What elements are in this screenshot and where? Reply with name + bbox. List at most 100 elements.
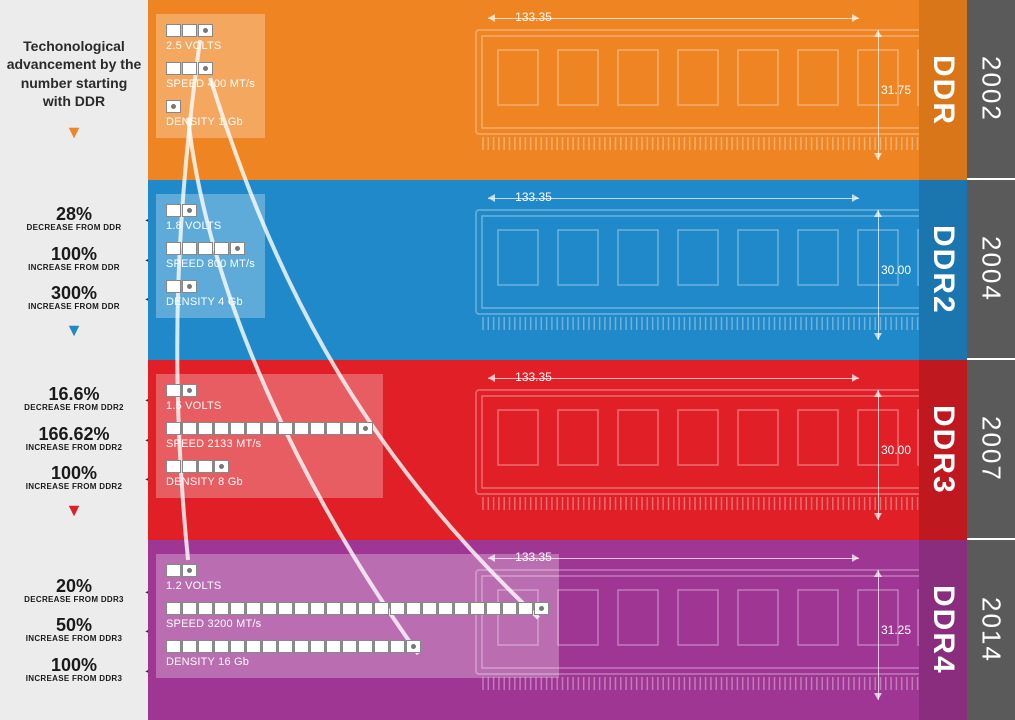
dim-height: 31.75	[881, 83, 911, 97]
dim-height: 30.00	[881, 263, 911, 277]
dim-line-height	[878, 30, 879, 160]
spec-box	[198, 460, 213, 473]
spec-box	[182, 280, 197, 293]
spec-box	[166, 100, 181, 113]
spec-text: SPEED 800 MT/s	[166, 258, 255, 270]
spec-box	[406, 640, 421, 653]
spec-box	[214, 602, 229, 615]
stat-pct: 28%	[6, 205, 142, 223]
spec-box	[166, 204, 181, 217]
spec-box	[182, 422, 197, 435]
spec-text: SPEED 400 MT/s	[166, 78, 255, 90]
spec-box	[182, 602, 197, 615]
dim-width: 133.35	[515, 370, 552, 384]
spec-box	[278, 422, 293, 435]
stat: 28% DECREASE FROM DDR ◀	[6, 205, 142, 233]
spec-text: SPEED 2133 MT/s	[166, 438, 373, 450]
spec-boxes	[166, 564, 549, 577]
spec-box	[374, 640, 389, 653]
spec-box	[182, 204, 197, 217]
stat-pct: 300%	[6, 284, 142, 302]
spec-box	[198, 422, 213, 435]
spec-box	[182, 242, 197, 255]
spec-box	[278, 602, 293, 615]
spec-box	[374, 602, 389, 615]
spec-box	[310, 422, 325, 435]
stat-pct: 20%	[6, 577, 142, 595]
spec-box	[406, 602, 421, 615]
spec-box	[326, 602, 341, 615]
stat-label: INCREASE FROM DDR3	[6, 634, 142, 644]
spec-box	[422, 602, 437, 615]
stat: 50% INCREASE FROM DDR3 ◀	[6, 616, 142, 644]
spec-text: DENSITY 1 Gb	[166, 116, 255, 128]
spec-box	[342, 422, 357, 435]
spec-box	[358, 602, 373, 615]
gen-row-ddr3: 133.35 30.00 1.5 VOLTS SPEED 2133 MT/s D…	[148, 360, 919, 540]
spec-density: DENSITY 8 Gb	[166, 460, 373, 488]
spec-box	[214, 422, 229, 435]
spec-box	[198, 640, 213, 653]
spec-boxes	[166, 422, 373, 435]
spec-box	[198, 242, 213, 255]
spec-box	[230, 602, 245, 615]
name-column: DDRDDR2DDR3DDR4	[919, 0, 967, 720]
gen-name: DDR	[926, 55, 960, 126]
main-column: 133.35 31.75 2.5 VOLTS SPEED 400 MT/s DE…	[148, 0, 919, 720]
spec-text: DENSITY 16 Gb	[166, 656, 549, 668]
gen-name: DDR3	[926, 405, 960, 495]
ram-outline	[468, 382, 919, 517]
spec-box	[166, 384, 181, 397]
year-cell: 2002	[967, 0, 1015, 180]
stat-label: INCREASE FROM DDR2	[6, 482, 142, 492]
spec-boxes	[166, 460, 373, 473]
year-cell: 2014	[967, 540, 1015, 720]
spec-box	[534, 602, 549, 615]
name-cell: DDR3	[919, 360, 967, 540]
spec-density: DENSITY 4 Gb	[166, 280, 255, 308]
arrow-down-icon: ▼	[65, 500, 83, 521]
spec-box	[166, 422, 181, 435]
spec-box	[166, 460, 181, 473]
spec-box	[518, 602, 533, 615]
spec-box	[182, 384, 197, 397]
gen-year: 2007	[976, 416, 1007, 482]
spec-box	[230, 242, 245, 255]
spec-text: 1.2 VOLTS	[166, 580, 549, 592]
spec-volts: 1.5 VOLTS	[166, 384, 373, 412]
spec-box	[182, 24, 197, 37]
spec-box	[358, 422, 373, 435]
spec-box	[230, 422, 245, 435]
stat: 100% INCREASE FROM DDR ◀	[6, 245, 142, 273]
spec-box	[454, 602, 469, 615]
spec-boxes	[166, 100, 255, 113]
dim-height: 31.25	[881, 623, 911, 637]
spec-box	[390, 602, 405, 615]
spec-box	[182, 564, 197, 577]
ram-outline	[468, 22, 919, 157]
dim-height: 30.00	[881, 443, 911, 457]
gen-year: 2002	[976, 56, 1007, 122]
spec-speed: SPEED 800 MT/s	[166, 242, 255, 270]
spec-box	[310, 602, 325, 615]
stat: 20% DECREASE FROM DDR3 ◀	[6, 577, 142, 605]
spec-box	[214, 242, 229, 255]
spec-box	[182, 640, 197, 653]
gen-name: DDR4	[926, 585, 960, 675]
spec-box	[390, 640, 405, 653]
stat-label: INCREASE FROM DDR	[6, 302, 142, 312]
spec-box	[470, 602, 485, 615]
spec-text: 1.5 VOLTS	[166, 400, 373, 412]
year-cell: 2007	[967, 360, 1015, 540]
left-block-ddr2: 28% DECREASE FROM DDR ◀ 100% INCREASE FR…	[0, 180, 148, 360]
spec-box	[326, 422, 341, 435]
dim-line-height	[878, 210, 879, 340]
stat: 16.6% DECREASE FROM DDR2 ◀	[6, 385, 142, 413]
spec-box	[486, 602, 501, 615]
dim-width: 133.35	[515, 190, 552, 204]
spec-speed: SPEED 2133 MT/s	[166, 422, 373, 450]
spec-box	[198, 62, 213, 75]
infographic-root: Techonological advancement by the number…	[0, 0, 1015, 720]
spec-text: DENSITY 8 Gb	[166, 476, 373, 488]
spec-boxes	[166, 204, 255, 217]
